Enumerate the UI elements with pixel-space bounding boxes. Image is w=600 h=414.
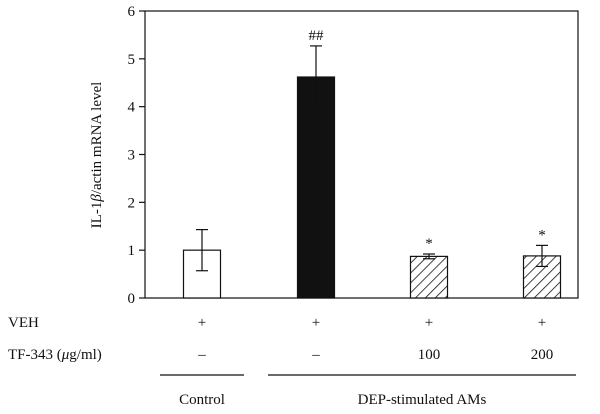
treatment-cell: + [312, 315, 320, 331]
bar [409, 255, 449, 299]
y-tick-label: 6 [128, 4, 136, 20]
treatment-cell: + [198, 315, 206, 331]
treatment-cell: 100 [418, 347, 441, 363]
treatment-row-label: TF-343 (μg/ml) [8, 347, 102, 363]
y-tick-label: 4 [128, 100, 136, 116]
significance-label: * [425, 236, 433, 252]
treatment-row-label: VEH [8, 315, 39, 331]
treatment-cell: – [197, 347, 206, 363]
y-tick-label: 0 [128, 291, 136, 307]
y-tick-label: 1 [128, 243, 136, 259]
treatment-cell: + [425, 315, 433, 331]
bar [296, 76, 336, 299]
treatment-cell: + [538, 315, 546, 331]
plot-area: 0 1 2 3 4 5 6 ## * * [128, 4, 579, 307]
significance-label: * [538, 227, 546, 243]
treatment-cell: – [311, 347, 320, 363]
y-axis-label: IL-1β/actin mRNA level [89, 82, 105, 229]
y-tick-label: 5 [128, 52, 136, 68]
y-tick-label: 3 [128, 148, 136, 164]
treatment-table: VEH + + + + TF-343 (μg/ml) – – 100 200 Control DEP-… [8, 315, 576, 408]
group-label: Control [179, 392, 225, 408]
significance-label: ## [309, 28, 325, 44]
group-label: DEP-stimulated AMs [358, 392, 487, 408]
treatment-cell: 200 [531, 347, 554, 363]
y-tick-label: 2 [128, 195, 136, 211]
